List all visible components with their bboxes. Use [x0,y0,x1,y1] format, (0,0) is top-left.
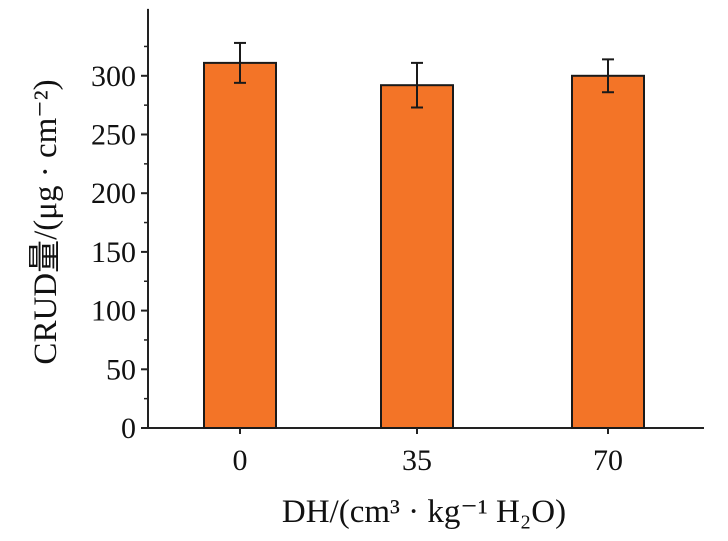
y-tick-label: 200 [91,177,136,210]
y-tick-label: 150 [91,236,136,269]
bar-70 [571,74,645,430]
error-bar-70 [602,58,614,94]
x-tick-label: 0 [233,444,248,477]
error-bar-35 [411,61,423,109]
bar-35 [380,84,454,430]
bars [203,61,645,430]
y-tick-label: 300 [91,60,136,93]
x-axis-ticks: 0 35 70 [233,428,623,477]
y-tick-label: 0 [121,412,136,445]
x-tick-label: 70 [593,444,623,477]
y-axis-title: CRUD量/(μg · cm⁻²) [28,79,64,364]
x-axis-title: DH/(cm³ · kg⁻¹ H₂O) [282,494,566,530]
y-tick-label: 250 [91,119,136,152]
y-tick-label: 50 [106,353,136,386]
x-tick-label: 35 [402,444,432,477]
y-tick-label: 100 [91,295,136,328]
bar-0 [203,61,277,430]
y-axis-ticks: 0 50 100 150 200 250 300 [91,45,148,445]
error-bars [234,41,614,109]
error-bar-0 [234,41,246,84]
